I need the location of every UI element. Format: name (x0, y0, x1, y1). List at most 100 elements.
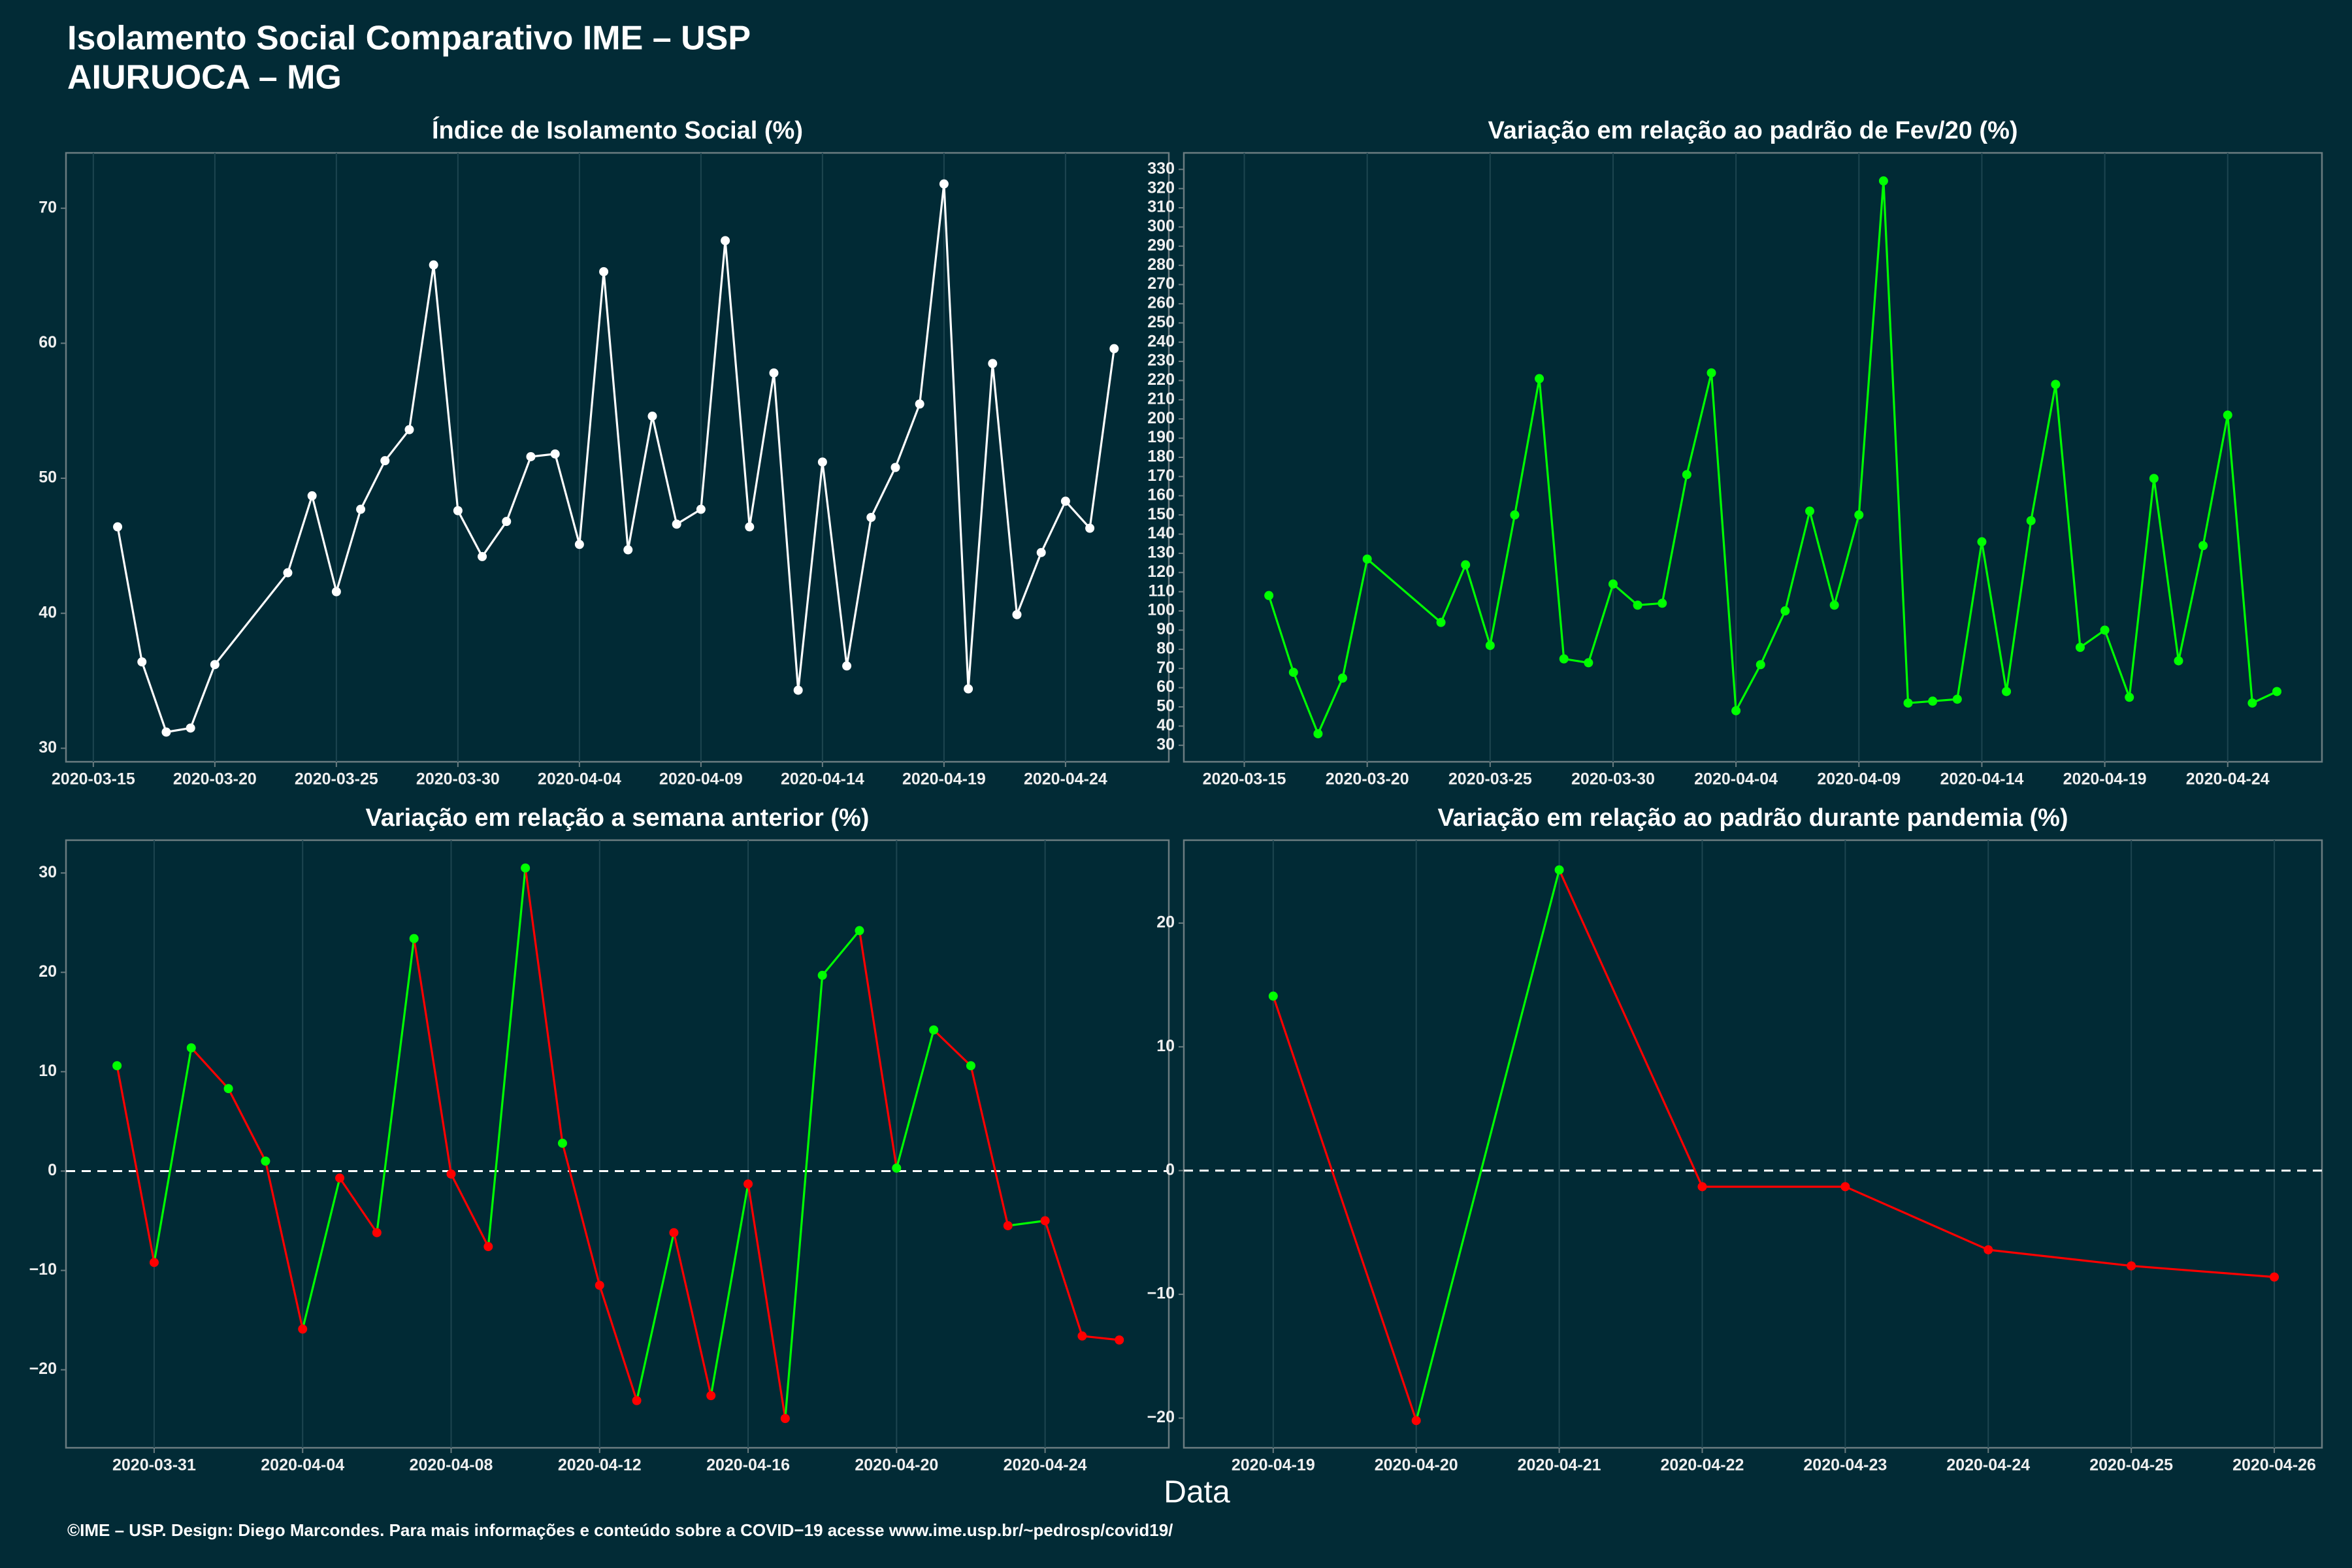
data-point (526, 451, 536, 461)
data-point (1411, 1416, 1421, 1426)
data-point (721, 236, 730, 246)
data-point (1984, 1245, 1993, 1254)
data-point (1313, 729, 1323, 739)
y-tick-label: 240 (1147, 332, 1175, 350)
y-tick-label: 0 (1166, 1160, 1175, 1179)
data-segment (561, 1143, 601, 1286)
y-tick-label: 170 (1147, 466, 1175, 485)
x-tick-label: 2020-04-26 (2232, 1456, 2316, 1475)
data-point (2100, 625, 2110, 635)
y-tick-label: 80 (1156, 639, 1175, 657)
x-tick-label: 2020-03-15 (52, 770, 135, 789)
data-point (1338, 673, 1348, 683)
x-tick-label: 2020-04-04 (261, 1456, 344, 1475)
data-point (1840, 1182, 1850, 1192)
data-point (1012, 610, 1022, 619)
x-tick-label: 2020-04-24 (1024, 770, 1107, 789)
y-tick-label: 260 (1147, 294, 1175, 312)
data-point (1436, 617, 1446, 627)
data-point (2127, 1261, 2136, 1271)
data-point (574, 540, 584, 549)
data-point (1109, 344, 1119, 353)
data-segment (413, 938, 453, 1175)
data-point (283, 568, 293, 578)
x-tick-label: 2020-04-24 (1004, 1456, 1087, 1475)
x-tick-label: 2020-04-19 (902, 770, 986, 789)
data-point (261, 1156, 270, 1166)
data-point (599, 267, 609, 276)
data-point (929, 1025, 939, 1035)
data-segment (598, 1284, 638, 1401)
data-segment (376, 938, 416, 1233)
x-tick-label: 2020-04-19 (2063, 770, 2147, 789)
data-point (298, 1324, 308, 1334)
data-point (669, 1228, 679, 1237)
data-segment (1844, 1185, 1989, 1251)
x-tick-label: 2020-04-04 (538, 770, 621, 789)
data-point (647, 411, 657, 421)
data-segment (933, 1029, 972, 1067)
y-tick-label: 120 (1147, 563, 1175, 581)
data-segment (338, 1177, 378, 1233)
data-segment (858, 930, 898, 1169)
data-segment (1007, 1219, 1045, 1227)
data-point (372, 1228, 382, 1237)
y-tick-label: 50 (1156, 697, 1175, 715)
data-point (1682, 470, 1691, 480)
y-tick-label: 60 (1156, 678, 1175, 696)
data-point (223, 1084, 233, 1094)
data-segment (1988, 1249, 2132, 1267)
data-point (1060, 497, 1070, 506)
data-segment (895, 1030, 935, 1169)
y-tick-label: 250 (1147, 313, 1175, 331)
figure-subtitle: AIURUOCA – MG (67, 59, 342, 97)
data-point (1584, 658, 1593, 668)
data-point (380, 456, 390, 466)
data-point (1554, 865, 1564, 875)
data-point (1697, 1182, 1707, 1192)
data-point (745, 522, 755, 532)
data-point (1077, 1331, 1087, 1341)
data-segment (636, 1232, 675, 1401)
x-tick-label: 2020-04-14 (781, 770, 864, 789)
data-point (632, 1396, 642, 1405)
data-point (817, 457, 827, 467)
data-point (186, 1043, 196, 1053)
data-point (706, 1391, 716, 1401)
x-tick-label: 2020-04-19 (1232, 1456, 1315, 1475)
data-point (1903, 698, 1913, 708)
panel-title: Variação em relação ao padrão de Fev/20 … (1488, 117, 2017, 144)
data-point (964, 684, 973, 694)
figure-title: Isolamento Social Comparativo IME – USP (67, 20, 751, 57)
data-segment (524, 868, 564, 1144)
x-tick-label: 2020-03-31 (112, 1456, 196, 1475)
data-point (743, 1179, 753, 1189)
data-point (1928, 696, 1938, 706)
x-tick-label: 2020-04-09 (659, 770, 743, 789)
data-point (2247, 698, 2257, 708)
y-tick-label: 330 (1147, 159, 1175, 178)
y-tick-label: 20 (1156, 913, 1175, 932)
y-tick-label: 40 (39, 603, 57, 621)
data-point (210, 660, 220, 670)
panel-title: Variação em relação a semana anterior (%… (366, 804, 870, 832)
y-tick-label: 100 (1147, 601, 1175, 619)
y-tick-label: −20 (29, 1360, 57, 1378)
y-tick-label: 210 (1147, 389, 1175, 408)
data-point (2026, 515, 2036, 525)
data-point (1288, 668, 1298, 678)
data-segment (190, 1047, 229, 1090)
data-point (1362, 554, 1372, 564)
data-point (1115, 1335, 1124, 1345)
data-point (939, 179, 949, 189)
data-point (1854, 510, 1864, 520)
data-point (112, 1061, 122, 1071)
data-point (429, 260, 438, 270)
data-point (2125, 693, 2134, 702)
data-point (780, 1414, 790, 1424)
data-point (331, 587, 341, 596)
data-point (696, 504, 706, 514)
y-tick-label: 30 (1156, 735, 1175, 753)
data-point (161, 727, 171, 737)
